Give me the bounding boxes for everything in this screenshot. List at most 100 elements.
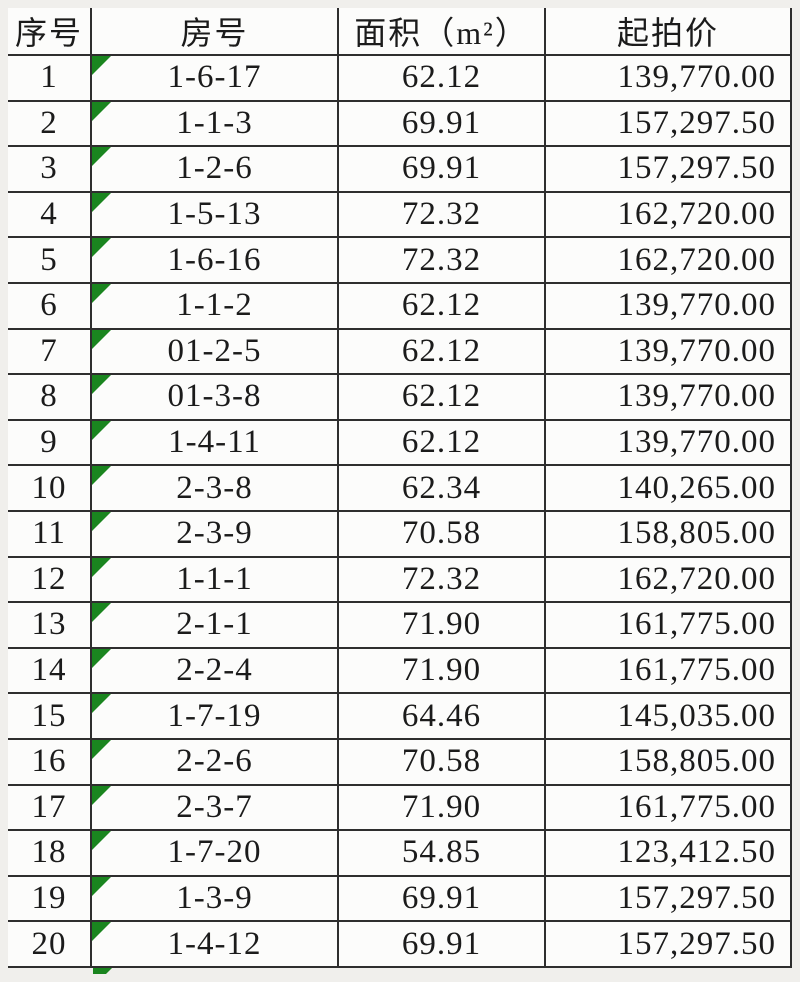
table-row: 15 1-7-19 64.46 145,035.00 xyxy=(8,692,792,740)
text-format-flag-icon xyxy=(93,832,111,851)
cell-starting-price: 158,805.00 xyxy=(544,509,792,558)
text-format-flag-icon xyxy=(93,467,111,486)
table-row: 2 1-1-3 69.91 157,297.50 xyxy=(8,99,792,148)
cell-serial-number: 17 xyxy=(8,783,92,832)
room-number-text: 1-1-2 xyxy=(176,287,253,324)
table-row: 18 1-7-20 54.85 123,412.50 xyxy=(8,829,792,877)
text-format-flag-icon xyxy=(93,558,111,577)
cell-room-number: 1-6-16 xyxy=(90,236,339,284)
text-format-flag-icon xyxy=(93,376,111,395)
cell-serial-number: 13 xyxy=(8,601,92,649)
cell-area: 62.34 xyxy=(337,464,546,512)
cell-area: 70.58 xyxy=(337,737,546,786)
text-format-flag-icon xyxy=(93,604,111,623)
cell-area: 62.12 xyxy=(337,54,546,102)
auction-price-table: 序号 房号 面积（m²） 起拍价 1 1-6-17 62.12 139,770.00 2… xyxy=(8,8,792,968)
cell-starting-price: 140,265.00 xyxy=(544,464,792,512)
room-number-text: 1-4-11 xyxy=(168,424,261,461)
room-number-text: 1-5-13 xyxy=(167,196,262,233)
room-number-text: 1-7-19 xyxy=(167,697,262,734)
cell-starting-price: 157,297.50 xyxy=(544,920,792,968)
cell-room-number: 1-4-11 xyxy=(90,418,339,467)
text-format-flag-icon xyxy=(93,786,111,805)
room-number-text: 1-1-3 xyxy=(176,104,253,141)
cell-area: 71.90 xyxy=(337,646,546,695)
text-format-flag-icon xyxy=(93,923,111,942)
text-format-flag-icon xyxy=(93,740,111,759)
text-format-flag-icon xyxy=(93,877,111,896)
cell-serial-number: 6 xyxy=(8,281,92,330)
room-number-text: 2-2-4 xyxy=(176,652,253,689)
cell-starting-price: 161,775.00 xyxy=(544,646,792,695)
room-number-text: 2-3-7 xyxy=(176,788,253,825)
cell-room-number: 1-1-1 xyxy=(90,555,339,604)
table-row: 5 1-6-16 72.32 162,720.00 xyxy=(8,236,792,284)
cell-room-number: 2-2-4 xyxy=(90,646,339,695)
cell-area: 69.91 xyxy=(337,99,546,148)
table-row: 12 1-1-1 72.32 162,720.00 xyxy=(8,555,792,604)
cell-serial-number: 12 xyxy=(8,555,92,604)
spreadsheet-capture: 序号 房号 面积（m²） 起拍价 1 1-6-17 62.12 139,770.00 2… xyxy=(8,8,792,974)
cell-serial-number: 11 xyxy=(8,509,92,558)
cell-starting-price: 123,412.50 xyxy=(544,829,792,877)
room-number-text: 1-1-1 xyxy=(176,560,253,597)
text-format-flag-icon xyxy=(93,148,111,167)
cell-room-number: 1-3-9 xyxy=(90,874,339,923)
cell-room-number: 2-3-7 xyxy=(90,783,339,832)
room-number-text: 2-2-6 xyxy=(176,743,253,780)
cell-room-number: 2-3-9 xyxy=(90,509,339,558)
room-number-text: 1-7-20 xyxy=(167,834,262,871)
cell-area: 71.90 xyxy=(337,783,546,832)
cell-area: 72.32 xyxy=(337,236,546,284)
cell-serial-number: 7 xyxy=(8,327,92,376)
table-row: 1 1-6-17 62.12 139,770.00 xyxy=(8,54,792,102)
room-number-text: 1-4-12 xyxy=(167,925,262,962)
cell-starting-price: 139,770.00 xyxy=(544,373,792,421)
text-format-flag-icon xyxy=(93,284,111,303)
table-row: 8 01-3-8 62.12 139,770.00 xyxy=(8,373,792,421)
text-format-flag-icon xyxy=(93,421,111,440)
room-number-text: 1-2-6 xyxy=(176,150,253,187)
cell-starting-price: 157,297.50 xyxy=(544,99,792,148)
table-row: 11 2-3-9 70.58 158,805.00 xyxy=(8,509,792,558)
cell-starting-price: 162,720.00 xyxy=(544,236,792,284)
text-format-flag-icon xyxy=(93,193,111,212)
cell-room-number: 1-2-6 xyxy=(90,145,339,193)
cell-room-number: 01-2-5 xyxy=(90,327,339,376)
table-row: 13 2-1-1 71.90 161,775.00 xyxy=(8,601,792,649)
cell-area: 71.90 xyxy=(337,601,546,649)
cell-starting-price: 161,775.00 xyxy=(544,601,792,649)
col-header-area: 面积（m²） xyxy=(337,8,546,56)
cell-starting-price: 139,770.00 xyxy=(544,281,792,330)
cell-serial-number: 20 xyxy=(8,920,92,968)
cell-room-number: 1-1-3 xyxy=(90,99,339,148)
col-header-room: 房号 xyxy=(90,8,339,56)
cell-serial-number: 5 xyxy=(8,236,92,284)
text-format-flag-icon xyxy=(93,967,112,974)
cell-starting-price: 145,035.00 xyxy=(544,692,792,740)
cell-area: 62.12 xyxy=(337,373,546,421)
table-row: 3 1-2-6 69.91 157,297.50 xyxy=(8,145,792,193)
cell-serial-number: 16 xyxy=(8,737,92,786)
cell-starting-price: 139,770.00 xyxy=(544,327,792,376)
table-row: 14 2-2-4 71.90 161,775.00 xyxy=(8,646,792,695)
cell-area: 69.91 xyxy=(337,920,546,968)
room-number-text: 1-3-9 xyxy=(176,879,253,916)
room-number-text: 1-6-17 xyxy=(167,59,262,96)
cell-room-number: 1-4-12 xyxy=(90,920,339,968)
text-format-flag-icon xyxy=(93,56,111,75)
text-format-flag-icon xyxy=(93,695,111,714)
header-row: 序号 房号 面积（m²） 起拍价 xyxy=(8,8,792,56)
cell-serial-number: 19 xyxy=(8,874,92,923)
table-row: 6 1-1-2 62.12 139,770.00 xyxy=(8,281,792,330)
text-format-flag-icon xyxy=(93,102,111,121)
cell-area: 62.12 xyxy=(337,281,546,330)
table-row: 10 2-3-8 62.34 140,265.00 xyxy=(8,464,792,512)
cell-area: 69.91 xyxy=(337,874,546,923)
cell-serial-number: 14 xyxy=(8,646,92,695)
cell-starting-price: 157,297.50 xyxy=(544,145,792,193)
cell-area: 69.91 xyxy=(337,145,546,193)
table-row: 9 1-4-11 62.12 139,770.00 xyxy=(8,418,792,467)
cell-area: 62.12 xyxy=(337,418,546,467)
cell-area: 72.32 xyxy=(337,555,546,604)
